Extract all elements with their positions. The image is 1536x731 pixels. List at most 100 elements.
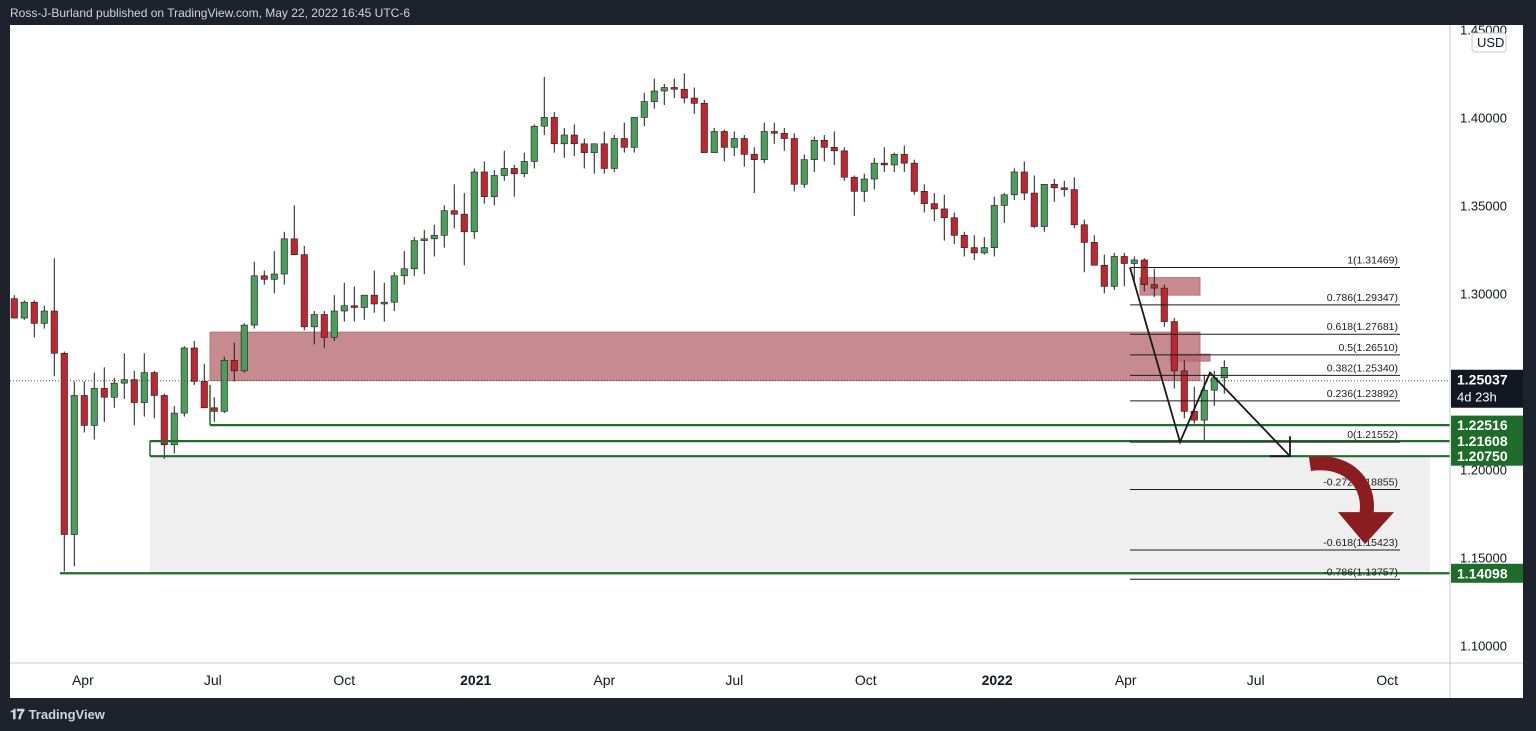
candle: [690, 87, 698, 114]
support-price-label: 1.14098: [1457, 565, 1508, 581]
candle: [410, 237, 418, 276]
support-price-badge: [1451, 446, 1523, 466]
candle-body: [520, 161, 528, 175]
candle-body: [100, 388, 108, 398]
support-price-badge: [1451, 563, 1523, 583]
candle-body: [610, 138, 618, 169]
candle: [370, 270, 378, 313]
candle: [70, 381, 78, 567]
fib-level-label: 0.382(1.25340): [1327, 362, 1398, 374]
candle: [1040, 183, 1048, 232]
candle: [930, 193, 938, 222]
candle-body: [950, 217, 958, 236]
candle: [970, 235, 978, 260]
candle: [120, 353, 128, 399]
resistance-zone: [209, 331, 1201, 382]
candle: [710, 127, 718, 153]
candle-body: [130, 379, 138, 403]
candle: [490, 170, 498, 206]
candle-body: [910, 162, 918, 192]
candle-body: [1060, 187, 1068, 190]
candle: [1080, 219, 1088, 273]
candle-body: [310, 314, 318, 328]
candle-body: [1050, 183, 1058, 189]
candle: [810, 136, 818, 172]
candle: [660, 83, 668, 106]
candle: [500, 150, 508, 181]
candle-body: [370, 294, 378, 305]
candle: [380, 282, 388, 322]
candle-body: [920, 191, 928, 204]
candle-body: [860, 178, 868, 192]
price-chart[interactable]: 1(1.31469) 0.786(1.29347) 0.618(1.27681) 0.…: [10, 25, 1523, 698]
candle: [900, 145, 908, 172]
candle-body: [1170, 321, 1178, 372]
candle-body: [410, 240, 418, 270]
fib-level-label: -0.786(1.13757): [1323, 566, 1398, 578]
candle: [270, 251, 278, 294]
candle: [940, 194, 948, 241]
candle-body: [560, 134, 568, 145]
candle-body: [1020, 171, 1028, 194]
candle-body: [680, 88, 688, 99]
candle: [770, 122, 778, 144]
candle-body: [840, 150, 848, 178]
candle: [680, 73, 688, 104]
candle-body: [470, 171, 478, 233]
candle: [530, 124, 538, 169]
candle-body: [1100, 264, 1108, 287]
candle: [910, 159, 918, 195]
candle-body: [1140, 259, 1148, 285]
candle: [860, 173, 868, 202]
candle: [360, 294, 368, 320]
candle: [580, 138, 588, 169]
candle-body: [30, 301, 38, 324]
publisher-header: Ross-J-Burland published on TradingView.…: [10, 6, 410, 20]
chart-panel[interactable]: 1(1.31469) 0.786(1.29347) 0.618(1.27681) 0.…: [10, 25, 1523, 698]
candle: [430, 224, 438, 257]
candle-body: [700, 103, 708, 153]
small-zone-mid: [1169, 353, 1211, 362]
candle: [1030, 175, 1038, 229]
candle: [830, 131, 838, 165]
candle: [850, 175, 858, 216]
candle-body: [970, 247, 978, 254]
candle: [920, 184, 928, 213]
candle: [320, 311, 328, 348]
candle-body: [630, 117, 638, 148]
candle-body: [730, 138, 738, 148]
candle-body: [20, 301, 28, 319]
candle-body: [550, 117, 558, 145]
lines-layer: [10, 380, 1450, 575]
price-tick-label: 1.20000: [1460, 462, 1507, 477]
candle: [1010, 168, 1018, 201]
candle: [140, 353, 148, 417]
candle: [960, 231, 968, 257]
candle-body: [690, 97, 698, 104]
tradingview-footer[interactable]: 𝟏𝟕 TradingView: [10, 706, 105, 723]
candle: [30, 300, 38, 338]
candle-body: [110, 382, 118, 398]
candle-body: [1180, 370, 1188, 412]
candle: [1140, 258, 1148, 292]
candle-body: [650, 90, 658, 102]
candle-body: [340, 305, 348, 312]
price-tick-label: 1.35000: [1460, 198, 1507, 213]
candle: [890, 152, 898, 172]
candle-body: [150, 372, 158, 396]
fib-level-label: 0.5(1.26510): [1338, 342, 1398, 354]
candle: [720, 129, 728, 162]
projection-path: [1129, 267, 1291, 457]
candle-body: [780, 132, 788, 139]
candle: [840, 147, 848, 181]
candle: [870, 157, 878, 190]
candle: [20, 300, 28, 320]
candle: [650, 78, 658, 109]
candle-body: [570, 134, 578, 145]
candle: [440, 205, 448, 248]
price-tick-label: 1.40000: [1460, 110, 1507, 125]
candle-body: [720, 131, 728, 148]
candle-body: [770, 131, 778, 134]
support-price-badge: [1451, 415, 1523, 435]
time-tick-label: Apr: [593, 672, 615, 688]
